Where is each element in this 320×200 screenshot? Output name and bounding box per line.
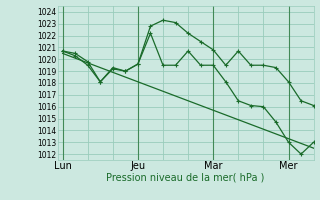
- X-axis label: Pression niveau de la mer( hPa ): Pression niveau de la mer( hPa ): [107, 173, 265, 183]
